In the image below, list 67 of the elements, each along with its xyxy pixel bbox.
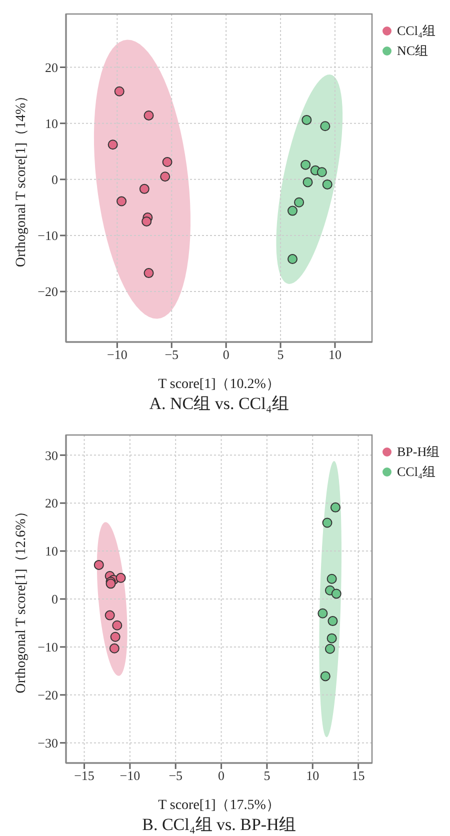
point <box>288 206 298 216</box>
point <box>114 86 124 96</box>
point <box>104 610 115 620</box>
legend-label: CCl₄组 <box>397 463 436 481</box>
x-tick-label: −15 <box>74 768 94 784</box>
legend-label: BP-H组 <box>397 443 440 461</box>
y-tick-label: −10 <box>38 640 58 655</box>
x-axis-title: T score[1]（17.5%） <box>158 798 280 813</box>
x-tick-label: −10 <box>107 347 128 362</box>
point <box>94 560 104 570</box>
y-tick-label: 20 <box>45 496 58 511</box>
point <box>288 254 298 264</box>
point <box>326 574 337 584</box>
point <box>316 167 327 178</box>
y-tick-label: −30 <box>38 735 58 750</box>
x-axis-title: T score[1]（10.2%） <box>158 377 280 392</box>
y-tick-label: 10 <box>45 544 58 559</box>
x-tick-label: 5 <box>264 768 270 784</box>
x-tick-label: 10 <box>328 347 342 362</box>
point <box>108 140 118 150</box>
point <box>322 518 332 528</box>
point <box>109 643 120 654</box>
x-tick-label: −10 <box>120 768 140 784</box>
x-tick-label: 10 <box>306 768 320 784</box>
point <box>324 644 335 654</box>
point <box>144 110 154 120</box>
y-tick-label: 0 <box>52 172 58 188</box>
y-tick-label: −20 <box>38 688 58 703</box>
legend-label: NC组 <box>397 42 428 60</box>
point <box>320 121 330 132</box>
point <box>139 184 150 194</box>
point <box>302 177 313 188</box>
point <box>326 633 337 644</box>
point <box>302 114 312 125</box>
point <box>144 268 154 278</box>
point <box>330 502 340 512</box>
point <box>294 197 304 208</box>
point <box>116 572 126 583</box>
text: B. CCl₄组 vs. BP-H组 <box>141 814 297 836</box>
point <box>318 608 328 618</box>
legend-label: CCl₄组 <box>397 22 436 40</box>
y-tick-label: 10 <box>45 116 58 131</box>
point <box>142 216 152 226</box>
y-axis-title: Orthogonal T score[1]（12.6%） <box>14 504 29 694</box>
point <box>162 157 172 168</box>
y-tick-label: −20 <box>38 284 58 300</box>
point <box>116 196 127 206</box>
y-tick-label: 0 <box>52 592 58 607</box>
point <box>320 671 330 682</box>
y-axis-title: Orthogonal T score[1]（14%） <box>14 88 29 268</box>
y-tick-label: 30 <box>45 448 58 463</box>
x-tick-label: −5 <box>164 347 179 362</box>
text: A. NC组 vs. CCl₄组 <box>148 393 290 415</box>
point <box>160 172 170 182</box>
x-tick-label: 0 <box>218 768 225 784</box>
point <box>328 616 338 626</box>
y-tick-label: 20 <box>45 60 58 75</box>
point <box>112 620 122 630</box>
x-tick-label: 15 <box>352 768 365 784</box>
y-tick-label: −10 <box>38 228 58 244</box>
point <box>331 588 342 599</box>
x-tick-label: −5 <box>168 768 183 784</box>
point <box>322 179 332 190</box>
x-tick-label: 0 <box>222 347 230 362</box>
x-tick-label: 5 <box>277 347 284 362</box>
point <box>110 632 120 642</box>
point <box>300 160 311 170</box>
